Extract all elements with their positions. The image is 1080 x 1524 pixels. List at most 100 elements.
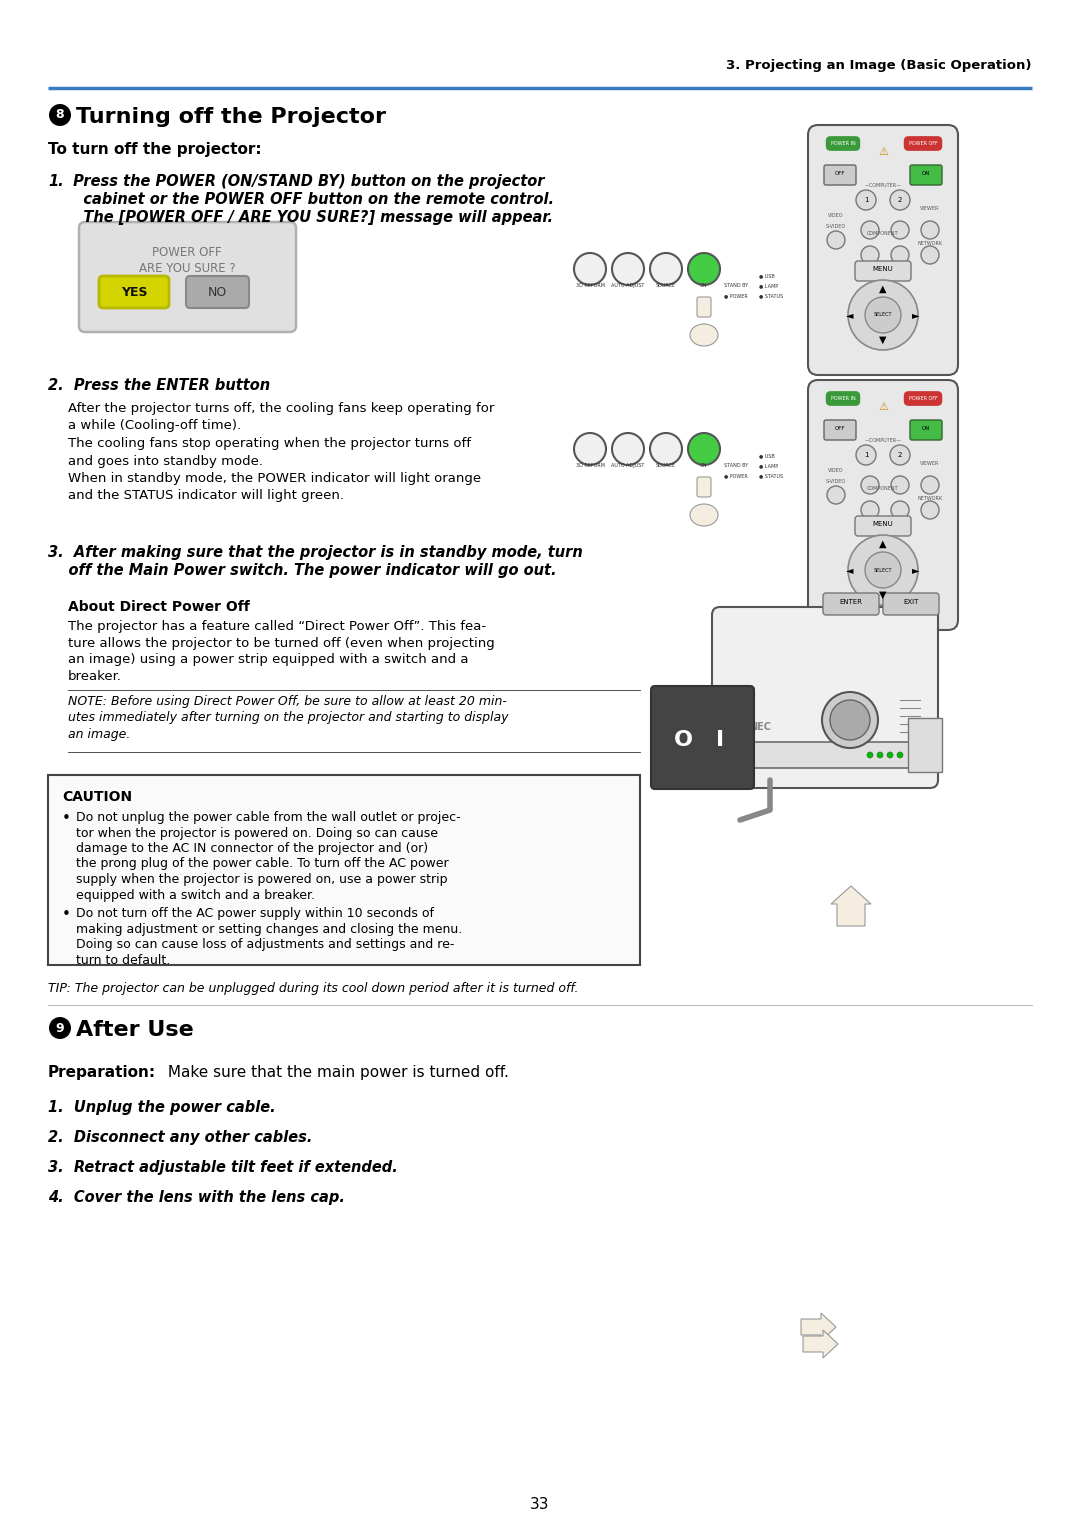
Text: Preparation:: Preparation:: [48, 1065, 157, 1081]
Text: AUTO ADJUST: AUTO ADJUST: [611, 463, 645, 468]
Text: turn to default.: turn to default.: [76, 954, 171, 966]
Text: The cooling fans stop operating when the projector turns off: The cooling fans stop operating when the…: [68, 437, 471, 450]
Text: To turn off the projector:: To turn off the projector:: [48, 142, 261, 157]
Text: supply when the projector is powered on, use a power strip: supply when the projector is powered on,…: [76, 873, 447, 885]
Text: a while (Cooling-off time).: a while (Cooling-off time).: [68, 419, 241, 433]
Text: and goes into standby mode.: and goes into standby mode.: [68, 454, 264, 468]
FancyBboxPatch shape: [910, 421, 942, 440]
Circle shape: [890, 445, 910, 465]
Text: ON: ON: [700, 463, 707, 468]
FancyBboxPatch shape: [79, 223, 296, 332]
Text: •: •: [62, 811, 71, 826]
FancyBboxPatch shape: [99, 276, 168, 308]
Text: SOURCE: SOURCE: [656, 283, 676, 288]
Text: ►: ►: [913, 565, 920, 575]
Text: Doing so can cause loss of adjustments and settings and re-: Doing so can cause loss of adjustments a…: [76, 937, 455, 951]
FancyBboxPatch shape: [808, 379, 958, 629]
Text: •: •: [62, 907, 71, 922]
Text: COMPONENT: COMPONENT: [867, 232, 899, 236]
Text: 3.  After making sure that the projector is in standby mode, turn: 3. After making sure that the projector …: [48, 546, 583, 559]
Text: damage to the AC IN connector of the projector and (or): damage to the AC IN connector of the pro…: [76, 841, 428, 855]
Text: 1: 1: [864, 453, 868, 459]
Text: I: I: [716, 730, 724, 750]
Text: 33: 33: [530, 1497, 550, 1512]
Text: ▼: ▼: [879, 590, 887, 600]
FancyBboxPatch shape: [883, 593, 939, 616]
Text: POWER OFF: POWER OFF: [908, 142, 937, 146]
Text: off the Main Power switch. The power indicator will go out.: off the Main Power switch. The power ind…: [48, 562, 556, 578]
Circle shape: [921, 501, 939, 520]
Text: ⚠: ⚠: [878, 402, 888, 411]
Circle shape: [688, 433, 720, 465]
Circle shape: [865, 297, 901, 334]
Text: POWER OFF: POWER OFF: [908, 396, 937, 401]
Text: NETWORK: NETWORK: [917, 241, 943, 245]
Circle shape: [861, 501, 879, 520]
Circle shape: [612, 253, 644, 285]
Text: 2: 2: [897, 453, 902, 459]
Circle shape: [650, 433, 681, 465]
Text: NEC: NEC: [750, 722, 771, 732]
Text: cabinet or the POWER OFF button on the remote control.: cabinet or the POWER OFF button on the r…: [68, 192, 554, 207]
Text: The [POWER OFF / ARE YOU SURE?] message will appear.: The [POWER OFF / ARE YOU SURE?] message …: [68, 210, 553, 226]
Text: ● USB: ● USB: [759, 453, 774, 459]
Text: ▼: ▼: [879, 335, 887, 344]
Text: ● STATUS: ● STATUS: [759, 293, 783, 299]
Text: ● POWER: ● POWER: [724, 472, 747, 479]
Text: ►: ►: [913, 309, 920, 320]
Circle shape: [848, 535, 918, 605]
FancyBboxPatch shape: [697, 297, 711, 317]
Text: SELECT: SELECT: [874, 567, 892, 573]
Text: ON: ON: [700, 283, 707, 288]
Text: The projector has a feature called “Direct Power Off”. This fea-: The projector has a feature called “Dire…: [68, 620, 486, 632]
Circle shape: [612, 433, 644, 465]
Circle shape: [49, 104, 71, 126]
Text: Turning off the Projector: Turning off the Projector: [76, 107, 386, 126]
Circle shape: [573, 433, 606, 465]
Text: tor when the projector is powered on. Doing so can cause: tor when the projector is powered on. Do…: [76, 826, 438, 840]
FancyBboxPatch shape: [910, 165, 942, 184]
Text: OFF: OFF: [835, 171, 846, 175]
Circle shape: [887, 751, 893, 757]
Text: 3.  Retract adjustable tilt feet if extended.: 3. Retract adjustable tilt feet if exten…: [48, 1160, 397, 1175]
Text: ● LAMP: ● LAMP: [759, 463, 778, 468]
Text: 2: 2: [897, 197, 902, 203]
FancyBboxPatch shape: [697, 477, 711, 497]
Circle shape: [861, 221, 879, 239]
Text: 4.  Cover the lens with the lens cap.: 4. Cover the lens with the lens cap.: [48, 1190, 345, 1205]
Text: 9: 9: [56, 1021, 65, 1035]
Text: STAND BY: STAND BY: [724, 283, 748, 288]
Text: POWER IN: POWER IN: [831, 142, 855, 146]
Circle shape: [573, 253, 606, 285]
Text: ON: ON: [922, 171, 930, 175]
FancyBboxPatch shape: [855, 517, 912, 536]
FancyBboxPatch shape: [823, 593, 879, 616]
Circle shape: [688, 253, 720, 285]
Text: ● USB: ● USB: [759, 273, 774, 277]
Circle shape: [891, 501, 909, 520]
Text: About Direct Power Off: About Direct Power Off: [68, 600, 249, 614]
Text: NO: NO: [207, 287, 227, 299]
Text: Do not unplug the power cable from the wall outlet or projec-: Do not unplug the power cable from the w…: [76, 811, 461, 824]
Text: ▲: ▲: [879, 539, 887, 549]
Text: MENU: MENU: [873, 521, 893, 527]
Text: Make sure that the main power is turned off.: Make sure that the main power is turned …: [163, 1065, 509, 1081]
Text: equipped with a switch and a breaker.: equipped with a switch and a breaker.: [76, 888, 315, 902]
Circle shape: [856, 190, 876, 210]
Text: NETWORK: NETWORK: [917, 495, 943, 501]
Text: 1.  Unplug the power cable.: 1. Unplug the power cable.: [48, 1100, 275, 1116]
Text: ◄: ◄: [847, 565, 854, 575]
Text: 3D REFORM: 3D REFORM: [576, 283, 605, 288]
Text: ◄: ◄: [847, 309, 854, 320]
Text: ● LAMP: ● LAMP: [759, 283, 778, 288]
Text: utes immediately after turning on the projector and starting to display: utes immediately after turning on the pr…: [68, 712, 509, 724]
Circle shape: [891, 475, 909, 494]
Polygon shape: [804, 1330, 838, 1358]
Text: ▲: ▲: [879, 283, 887, 294]
Bar: [48, 776, 640, 965]
Circle shape: [650, 253, 681, 285]
Circle shape: [891, 245, 909, 264]
Text: 1.: 1.: [48, 174, 64, 189]
Circle shape: [921, 245, 939, 264]
Text: After Use: After Use: [76, 1020, 193, 1039]
